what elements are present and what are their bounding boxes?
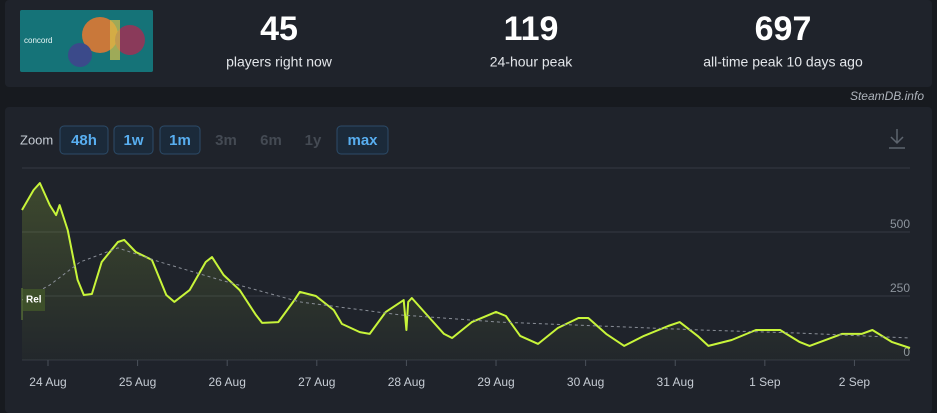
stat-value: 119 [504, 10, 559, 48]
x-tick-label: 30 Aug [567, 375, 604, 389]
zoom-button-label: 6m [260, 132, 282, 149]
download-icon[interactable] [889, 129, 905, 149]
x-tick-label: 2 Sep [839, 375, 871, 389]
stat-label: all-time peak 10 days ago [703, 54, 863, 70]
stat-label: players right now [226, 54, 333, 70]
x-tick-label: 26 Aug [209, 375, 246, 389]
stat-value: 45 [260, 10, 298, 48]
stat-value: 697 [755, 10, 812, 48]
y-tick-label: 500 [890, 217, 910, 231]
stat-label: 24-hour peak [490, 54, 574, 70]
zoom-button[interactable] [159, 125, 201, 155]
zoom-button-label[interactable]: 48h [71, 132, 97, 149]
x-tick-label: 24 Aug [29, 375, 66, 389]
annotation-text: Rel [26, 295, 42, 306]
annotation-flag [23, 289, 45, 311]
zoom-button[interactable] [59, 125, 109, 155]
zoom-label: Zoom [20, 132, 53, 147]
x-tick-label: 25 Aug [119, 375, 156, 389]
watermark: SteamDB.info [850, 89, 924, 103]
line [21, 182, 911, 349]
x-tick-label: 28 Aug [388, 375, 425, 389]
y-tick-label: 250 [890, 281, 910, 295]
x-tick-label: 27 Aug [298, 375, 335, 389]
x-tick-label: 29 Aug [477, 375, 514, 389]
thumbnail: concord [20, 10, 153, 72]
zoom-button-label: 1y [305, 132, 322, 149]
zoom-button-label[interactable]: 1m [169, 132, 191, 149]
zoom-button[interactable] [336, 125, 389, 155]
thumbnail-text: concord [24, 36, 52, 45]
x-tick-label: 31 Aug [657, 375, 694, 389]
zoom-button[interactable] [113, 125, 154, 155]
zoom-button-label[interactable]: 1w [123, 132, 143, 149]
zoom-button-label[interactable]: max [347, 132, 378, 149]
line-area [22, 183, 910, 360]
x-tick-label: 1 Sep [749, 375, 781, 389]
zoom-button-label: 3m [215, 132, 237, 149]
stats-card [5, 0, 932, 87]
